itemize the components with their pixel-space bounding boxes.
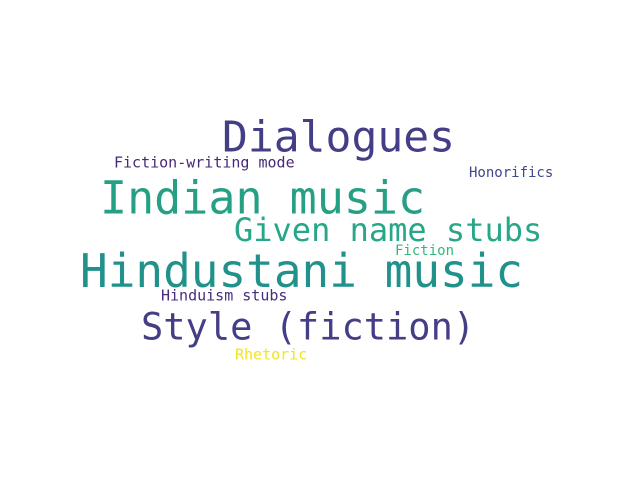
word-style-fiction: Style (fiction) <box>141 305 476 349</box>
word-hindustani-music: Hindustani music <box>80 244 524 298</box>
word-fiction: Fiction <box>395 243 455 259</box>
word-dialogues: Dialogues <box>222 112 455 163</box>
word-hinduism-stubs: Hinduism stubs <box>161 286 288 305</box>
word-fiction-writing-mode: Fiction-writing mode <box>114 153 295 172</box>
word-honorifics: Honorifics <box>469 165 554 181</box>
word-given-name-stubs: Given name stubs <box>234 211 543 249</box>
word-rhetoric: Rhetoric <box>235 345 308 364</box>
word-indian-music: Indian music <box>100 171 426 225</box>
